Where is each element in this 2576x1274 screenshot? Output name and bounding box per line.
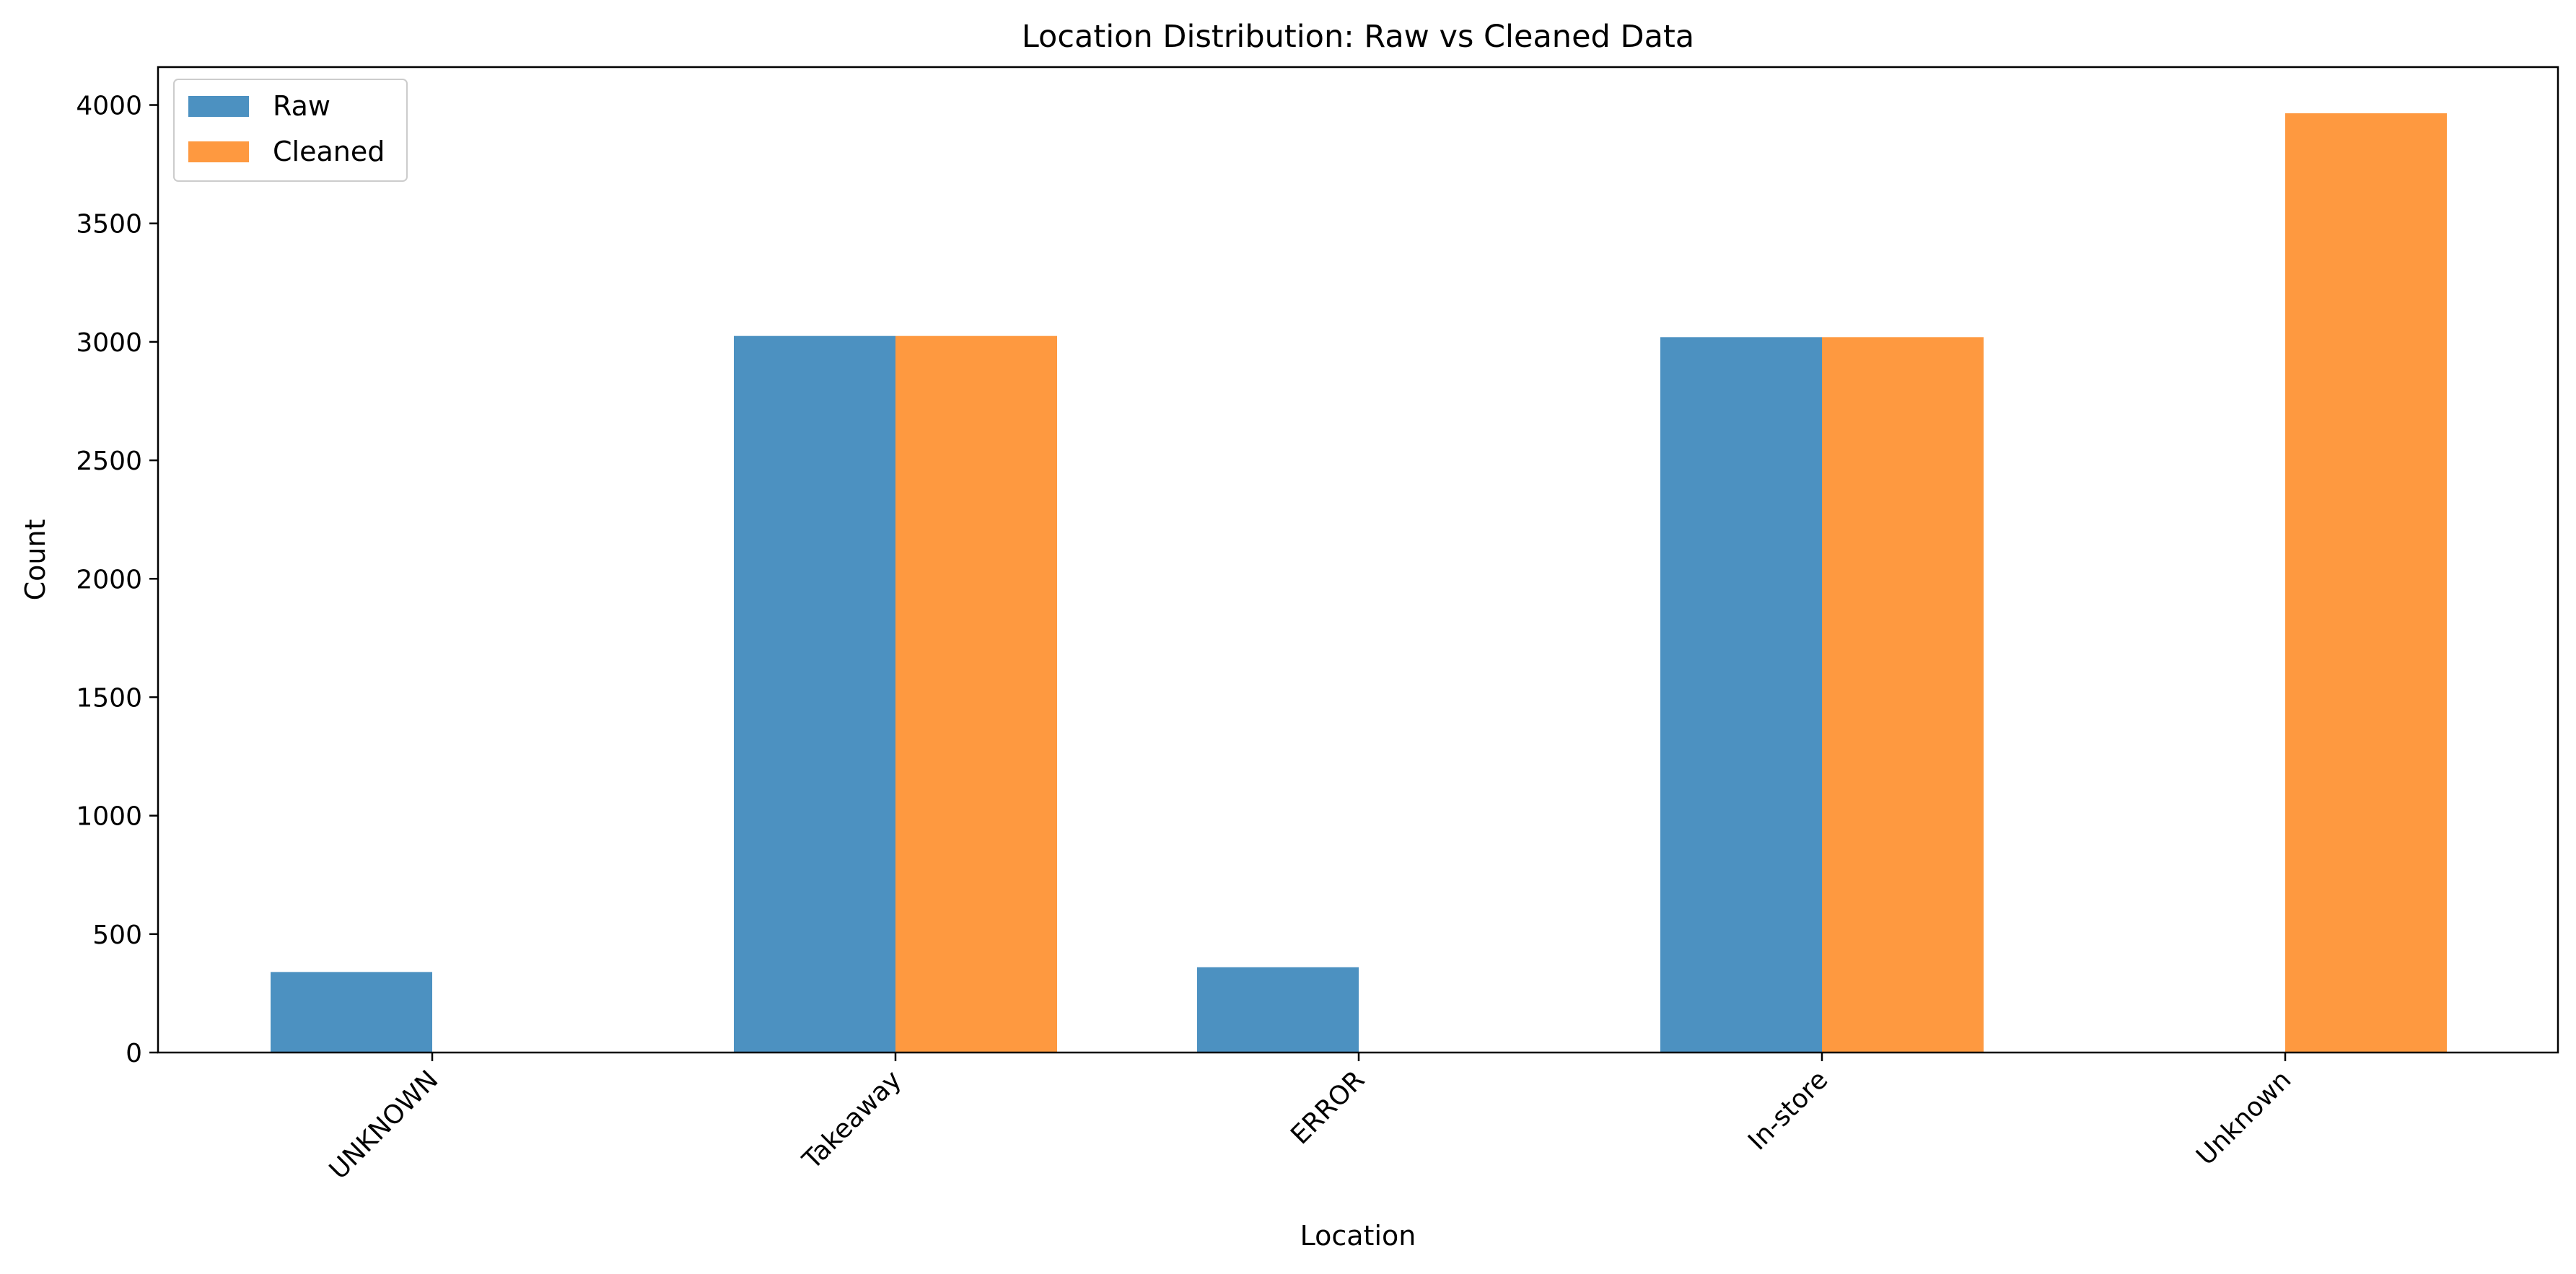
y-tick-label: 3000	[76, 328, 142, 358]
legend-swatch-cleaned	[188, 141, 249, 162]
x-axis: UNKNOWN Takeaway ERROR In-store Unknown	[324, 1053, 2297, 1185]
y-tick-label: 500	[92, 921, 142, 950]
y-tick-label: 2000	[76, 565, 142, 594]
y-tick-label: 0	[126, 1039, 142, 1068]
x-tick-label: Takeaway	[797, 1065, 907, 1175]
legend-swatch-raw	[188, 96, 249, 117]
x-tick-label: Unknown	[2191, 1065, 2297, 1171]
legend-label-raw: Raw	[273, 90, 330, 122]
x-axis-label: Location	[1300, 1220, 1416, 1252]
bar-raw-takeaway	[734, 335, 895, 1053]
legend-label-cleaned: Cleaned	[273, 136, 385, 167]
y-axis: 0 500 1000 1500 2000 2500 3000 3500 4000	[76, 92, 158, 1068]
y-tick-label: 1500	[76, 683, 142, 713]
legend: Raw Cleaned	[173, 79, 408, 182]
bar-cleaned-unknown	[2285, 113, 2447, 1053]
plot-frame	[157, 66, 2559, 1054]
y-tick-label: 4000	[76, 92, 142, 121]
bar-cleaned-in-store	[1822, 337, 1984, 1053]
y-tick-label: 1000	[76, 802, 142, 832]
bar-cleaned-takeaway	[895, 335, 1057, 1053]
x-tick-label: ERROR	[1285, 1065, 1370, 1150]
y-tick-label: 2500	[76, 447, 142, 476]
y-axis-label: Count	[19, 519, 51, 601]
x-tick-label: In-store	[1743, 1065, 1834, 1156]
y-tick-label: 3500	[76, 210, 142, 240]
chart-title: Location Distribution: Raw vs Cleaned Da…	[1022, 19, 1694, 55]
bars-group	[271, 113, 2447, 1053]
bar-raw-unknown	[271, 972, 432, 1053]
bar-raw-in-store	[1660, 337, 1822, 1053]
x-tick-label: UNKNOWN	[324, 1065, 444, 1185]
bar-raw-error	[1197, 967, 1359, 1053]
